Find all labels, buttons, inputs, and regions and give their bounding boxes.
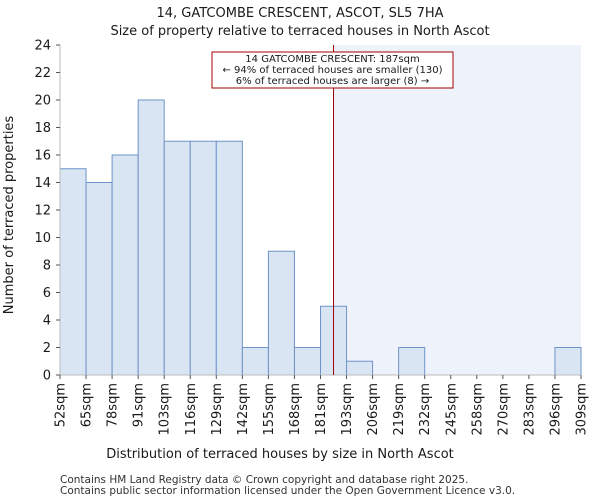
bar-103sqm (163, 140, 191, 376)
bar-129sqm (215, 140, 243, 376)
x-tick-label: 193sqm (340, 383, 355, 436)
x-tick-label: 129sqm (210, 383, 225, 436)
bar-296sqm (554, 347, 582, 376)
x-tick-label: 206sqm (366, 383, 381, 436)
y-tick-label: 4 (43, 314, 51, 329)
x-tick-label: 91sqm (132, 383, 147, 427)
chart-title: 14, GATCOMBE CRESCENT, ASCOT, SL5 7HA (156, 6, 443, 21)
y-tick-label: 10 (34, 231, 51, 246)
chart-subtitle: Size of property relative to terraced ho… (110, 24, 489, 39)
annotation-line-1: 14 GATCOMBE CRESCENT: 187sqm (245, 54, 419, 65)
x-axis-label: Distribution of terraced houses by size … (106, 447, 454, 462)
x-tick-label: 309sqm (575, 383, 590, 436)
y-tick-label: 20 (34, 94, 51, 109)
x-ticks-group: 52sqm 65sqm 78sqm 91sqm 103sqm 116sqm 129sqm 14… (54, 375, 590, 436)
x-tick-label: 155sqm (262, 383, 277, 436)
x-tick-label: 116sqm (184, 383, 199, 436)
y-tick-label: 24 (34, 39, 51, 54)
x-tick-label: 283sqm (522, 383, 537, 436)
annotation-line-2: ← 94% of terraced houses are smaller (13… (222, 65, 442, 76)
x-tick-label: 245sqm (444, 383, 459, 436)
x-tick-label: 103sqm (158, 383, 173, 436)
bar-142sqm (241, 347, 269, 376)
y-tick-label: 16 (34, 149, 51, 164)
bar-219sqm (398, 347, 426, 376)
y-tick-label: 18 (34, 121, 51, 136)
y-axis-label: Number of terraced properties (2, 116, 17, 315)
x-tick-label: 52sqm (54, 383, 69, 427)
y-tick-label: 14 (34, 176, 51, 191)
y-tick-label: 22 (34, 66, 51, 81)
x-tick-label: 65sqm (80, 383, 95, 427)
bar-155sqm (267, 250, 295, 376)
x-tick-label: 270sqm (496, 383, 511, 436)
y-tick-label: 6 (43, 286, 51, 301)
bar-116sqm (189, 140, 217, 376)
bar-65sqm (85, 182, 113, 376)
annotation-line-3: 6% of terraced houses are larger (8) → (236, 76, 430, 87)
footer-line-1: Contains HM Land Registry data © Crown c… (60, 474, 468, 486)
bar-52sqm (59, 168, 87, 376)
y-tick-label: 0 (43, 369, 51, 384)
x-tick-label: 232sqm (418, 383, 433, 436)
x-tick-label: 168sqm (288, 383, 303, 436)
x-tick-label: 78sqm (106, 383, 121, 427)
bar-168sqm (293, 347, 322, 376)
footer-line-2: Contains public sector information licen… (60, 485, 515, 497)
larger-region-shade (333, 45, 581, 375)
x-tick-label: 258sqm (470, 383, 485, 436)
bar-78sqm (111, 154, 139, 376)
x-tick-label: 296sqm (548, 383, 563, 436)
y-tick-label: 2 (43, 341, 51, 356)
x-tick-label: 142sqm (236, 383, 251, 436)
annotation-frame (211, 51, 454, 89)
x-tick-label: 219sqm (392, 383, 407, 436)
bar-193sqm (346, 360, 374, 376)
y-tick-label: 12 (34, 204, 51, 219)
bars-group (59, 99, 582, 376)
bar-91sqm (137, 99, 165, 376)
x-tick-label: 181sqm (314, 383, 329, 436)
annotation-box: 14 GATCOMBE CRESCENT: 187sqm ← 94% of te… (211, 51, 454, 89)
y-tick-label: 8 (43, 259, 51, 274)
